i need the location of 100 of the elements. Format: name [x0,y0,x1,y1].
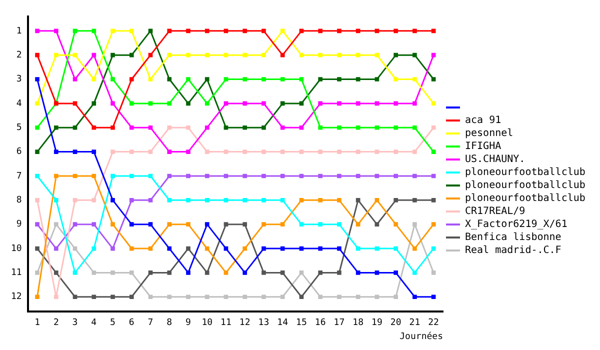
point [374,294,380,300]
y-tick-label: 11 [10,268,22,278]
point [356,246,360,251]
point [337,222,342,227]
point [242,198,248,202]
point [110,222,115,227]
point [204,270,210,275]
point [129,222,134,227]
point [431,77,436,82]
point [54,52,58,58]
point [72,101,78,106]
point [54,198,58,202]
legend-label: Benfica lisbonne [465,232,562,244]
point [356,222,360,227]
point [72,77,78,82]
point [280,101,285,106]
x-tick-label: 3 [72,318,78,328]
point [186,246,190,251]
point [92,222,96,227]
point [129,77,134,82]
point [224,77,228,82]
legend-label: ploneourfootballclub [465,167,586,178]
point [374,246,380,251]
point [299,52,304,58]
point [356,198,360,202]
point [262,174,266,178]
point [167,77,172,82]
y-tick-label: 5 [16,122,22,133]
point [110,174,115,178]
point [412,101,417,106]
point [318,270,323,275]
legend-label: US.CHAUNY. [465,154,526,166]
point [299,222,304,227]
point [92,101,96,106]
point [337,77,342,82]
point [431,101,436,106]
point [356,52,360,58]
point [224,101,228,106]
point [110,294,115,300]
point [148,28,153,34]
point [412,246,417,251]
point [337,28,342,34]
point [110,198,115,202]
point [186,101,190,106]
point [204,52,210,58]
y-tick-label: 4 [16,98,22,109]
point [242,270,248,275]
point [394,174,398,178]
point [394,222,398,227]
point [186,174,190,178]
point [54,150,58,154]
point [92,28,96,34]
point [356,174,360,178]
point [35,222,40,227]
point [167,222,172,227]
x-tick-label: 17 [334,318,345,328]
point [299,174,304,178]
point [92,125,96,130]
point [148,174,153,178]
point [167,294,172,300]
point [374,270,380,275]
point [299,294,304,300]
point [394,28,398,34]
point [186,77,190,82]
point [148,246,153,251]
point [110,52,115,58]
point [431,125,436,130]
point [280,150,285,154]
point [35,125,40,130]
x-tick-label: 1 [34,318,40,328]
point [204,77,210,82]
point [394,294,398,300]
point [356,150,360,154]
point [374,174,380,178]
y-tick-label: 6 [16,147,22,158]
x-tick-label: 6 [128,318,134,328]
point [318,52,323,58]
point [54,294,58,300]
point [337,270,342,275]
point [280,174,285,178]
point [92,174,96,178]
point [431,52,436,58]
point [242,28,248,34]
legend-label: X_Factor6219_X/61 [465,219,568,230]
x-tick-label: 9 [186,318,191,328]
point [280,52,285,58]
point [72,52,78,58]
point [280,222,285,227]
point [35,150,40,154]
y-tick-label: 9 [16,220,22,230]
point [72,198,78,202]
legend-label: Real madrid-.C.F [465,245,562,256]
point [299,150,304,154]
point [394,52,398,58]
point [167,125,172,130]
point [262,101,266,106]
point [204,28,210,34]
point [224,174,228,178]
point [299,198,304,202]
point [374,101,380,106]
